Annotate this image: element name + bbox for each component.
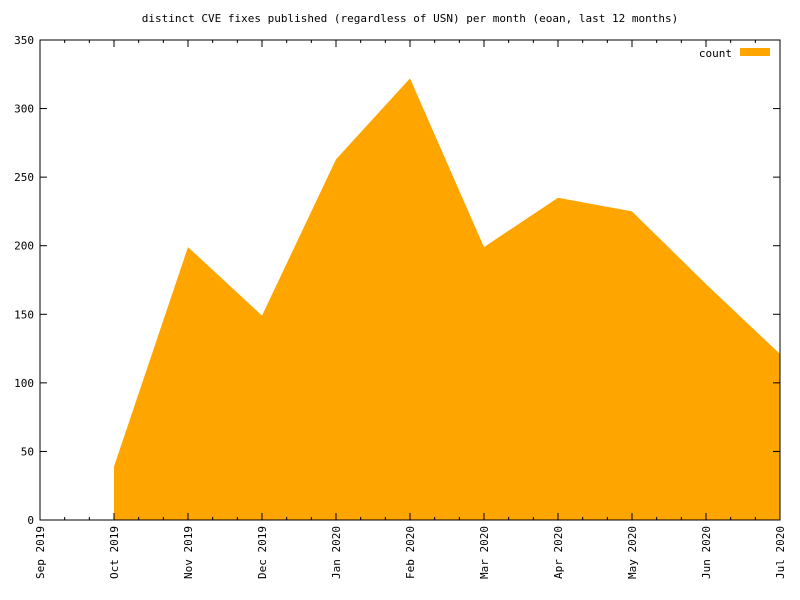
x-tick-label: May 2020 xyxy=(626,526,639,579)
x-tick-label: Dec 2019 xyxy=(256,526,269,579)
axes-layer: 0 50 100 150 200 250 300 350 Sep 2019 Oct 2019 Nov… xyxy=(14,34,787,579)
chart-title: distinct CVE fixes published (regardless… xyxy=(142,12,678,25)
x-tick-label: Jun 2020 xyxy=(700,526,713,579)
x-tick-label: Nov 2019 xyxy=(182,526,195,579)
x-tick-label: Jul 2020 xyxy=(774,526,787,579)
legend-label: count xyxy=(699,47,732,60)
y-tick-label: 250 xyxy=(14,171,34,184)
x-tick-label: Apr 2020 xyxy=(552,526,565,579)
x-tick-label: Sep 2019 xyxy=(34,526,47,579)
y-tick-label: 0 xyxy=(27,514,34,527)
legend-swatch xyxy=(740,48,770,56)
y-tick-label: 100 xyxy=(14,377,34,390)
y-tick-label: 300 xyxy=(14,103,34,116)
legend: count xyxy=(699,47,770,60)
y-tick-label: 200 xyxy=(14,240,34,253)
x-tick-label: Feb 2020 xyxy=(404,526,417,579)
y-tick-label: 350 xyxy=(14,34,34,47)
y-tick-label: 150 xyxy=(14,308,34,321)
area-layer xyxy=(113,78,781,521)
x-tick-label: Mar 2020 xyxy=(478,526,491,579)
x-tick-label: Oct 2019 xyxy=(108,526,121,579)
x-tick-label: Jan 2020 xyxy=(330,526,343,579)
y-tick-label: 50 xyxy=(21,445,34,458)
area-series-0 xyxy=(114,78,780,521)
